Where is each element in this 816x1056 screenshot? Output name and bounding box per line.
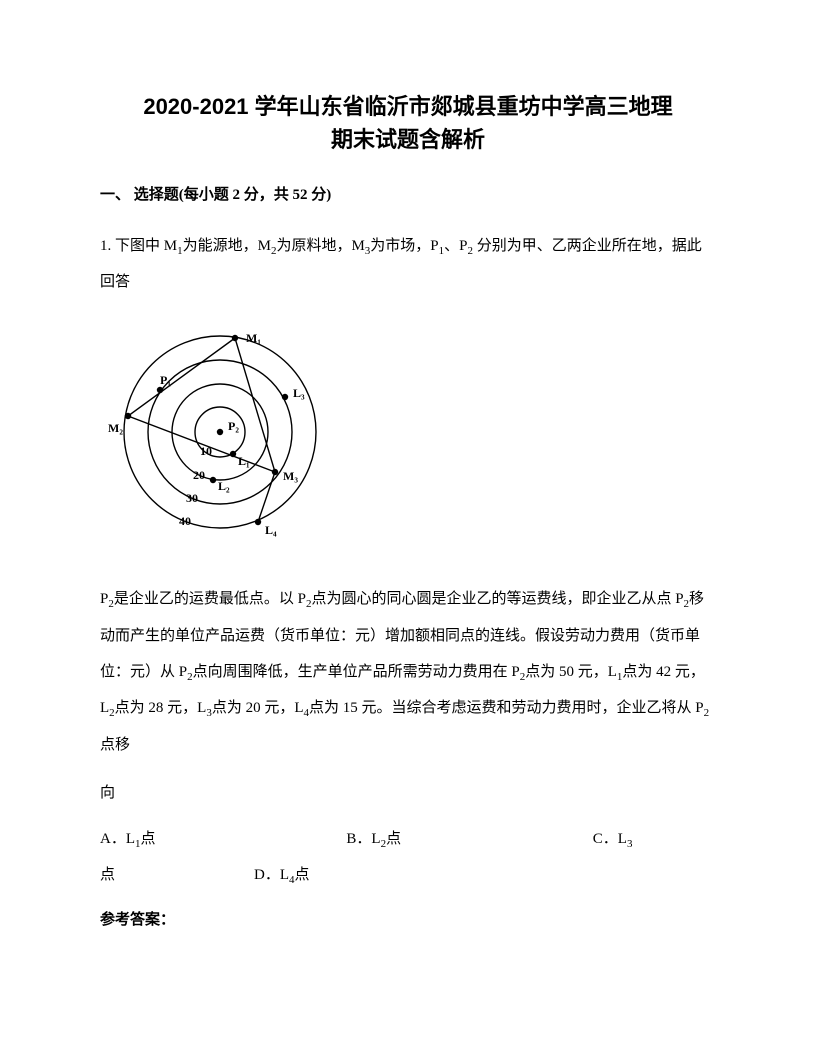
title-line-2: 期末试题含解析 [331, 127, 485, 152]
concentric-circle-diagram: 10203040P₂M₁M₂M₃P₁L₁L₂L₃L₄ [100, 312, 716, 563]
svg-text:L₂: L₂ [218, 479, 230, 493]
title-line-1: 2020-2021 学年山东省临沂市郯城县重坊中学高三地理 [143, 94, 672, 119]
question-1-intro: 1. 下图中 M1为能源地，M2为原料地，M3为市场，P1、P2 分别为甲、乙两… [100, 228, 716, 300]
question-1-body: P2是企业乙的运费最低点。以 P2点为圆心的同心圆是企业乙的等运费线，即企业乙从… [100, 581, 716, 762]
svg-text:30: 30 [186, 491, 198, 505]
option-c: C．L3 [593, 821, 716, 857]
answer-options: A．L1点 B．L2点 C．L3 点 D．L4点 [100, 821, 716, 894]
option-b: B．L2点 [346, 821, 592, 857]
svg-text:M₁: M₁ [246, 331, 261, 345]
svg-text:L₃: L₃ [293, 386, 305, 400]
document-title: 2020-2021 学年山东省临沂市郯城县重坊中学高三地理 期末试题含解析 [100, 90, 716, 156]
svg-text:M₃: M₃ [283, 469, 298, 483]
svg-text:P₁: P₁ [160, 373, 171, 387]
svg-text:L₄: L₄ [265, 523, 277, 537]
section-header: 一、 选择题(每小题 2 分，共 52 分) [100, 180, 716, 210]
answer-label: 参考答案： [100, 905, 716, 935]
direction-continuation: 向 [100, 775, 716, 811]
svg-text:P₂: P₂ [228, 419, 239, 433]
option-c-cont: 点 [100, 857, 254, 893]
svg-text:20: 20 [193, 468, 205, 482]
svg-text:40: 40 [179, 514, 191, 528]
svg-text:L₁: L₁ [238, 454, 250, 468]
option-d: D．L4点 [254, 857, 716, 893]
svg-text:M₂: M₂ [108, 421, 123, 435]
option-a: A．L1点 [100, 821, 346, 857]
